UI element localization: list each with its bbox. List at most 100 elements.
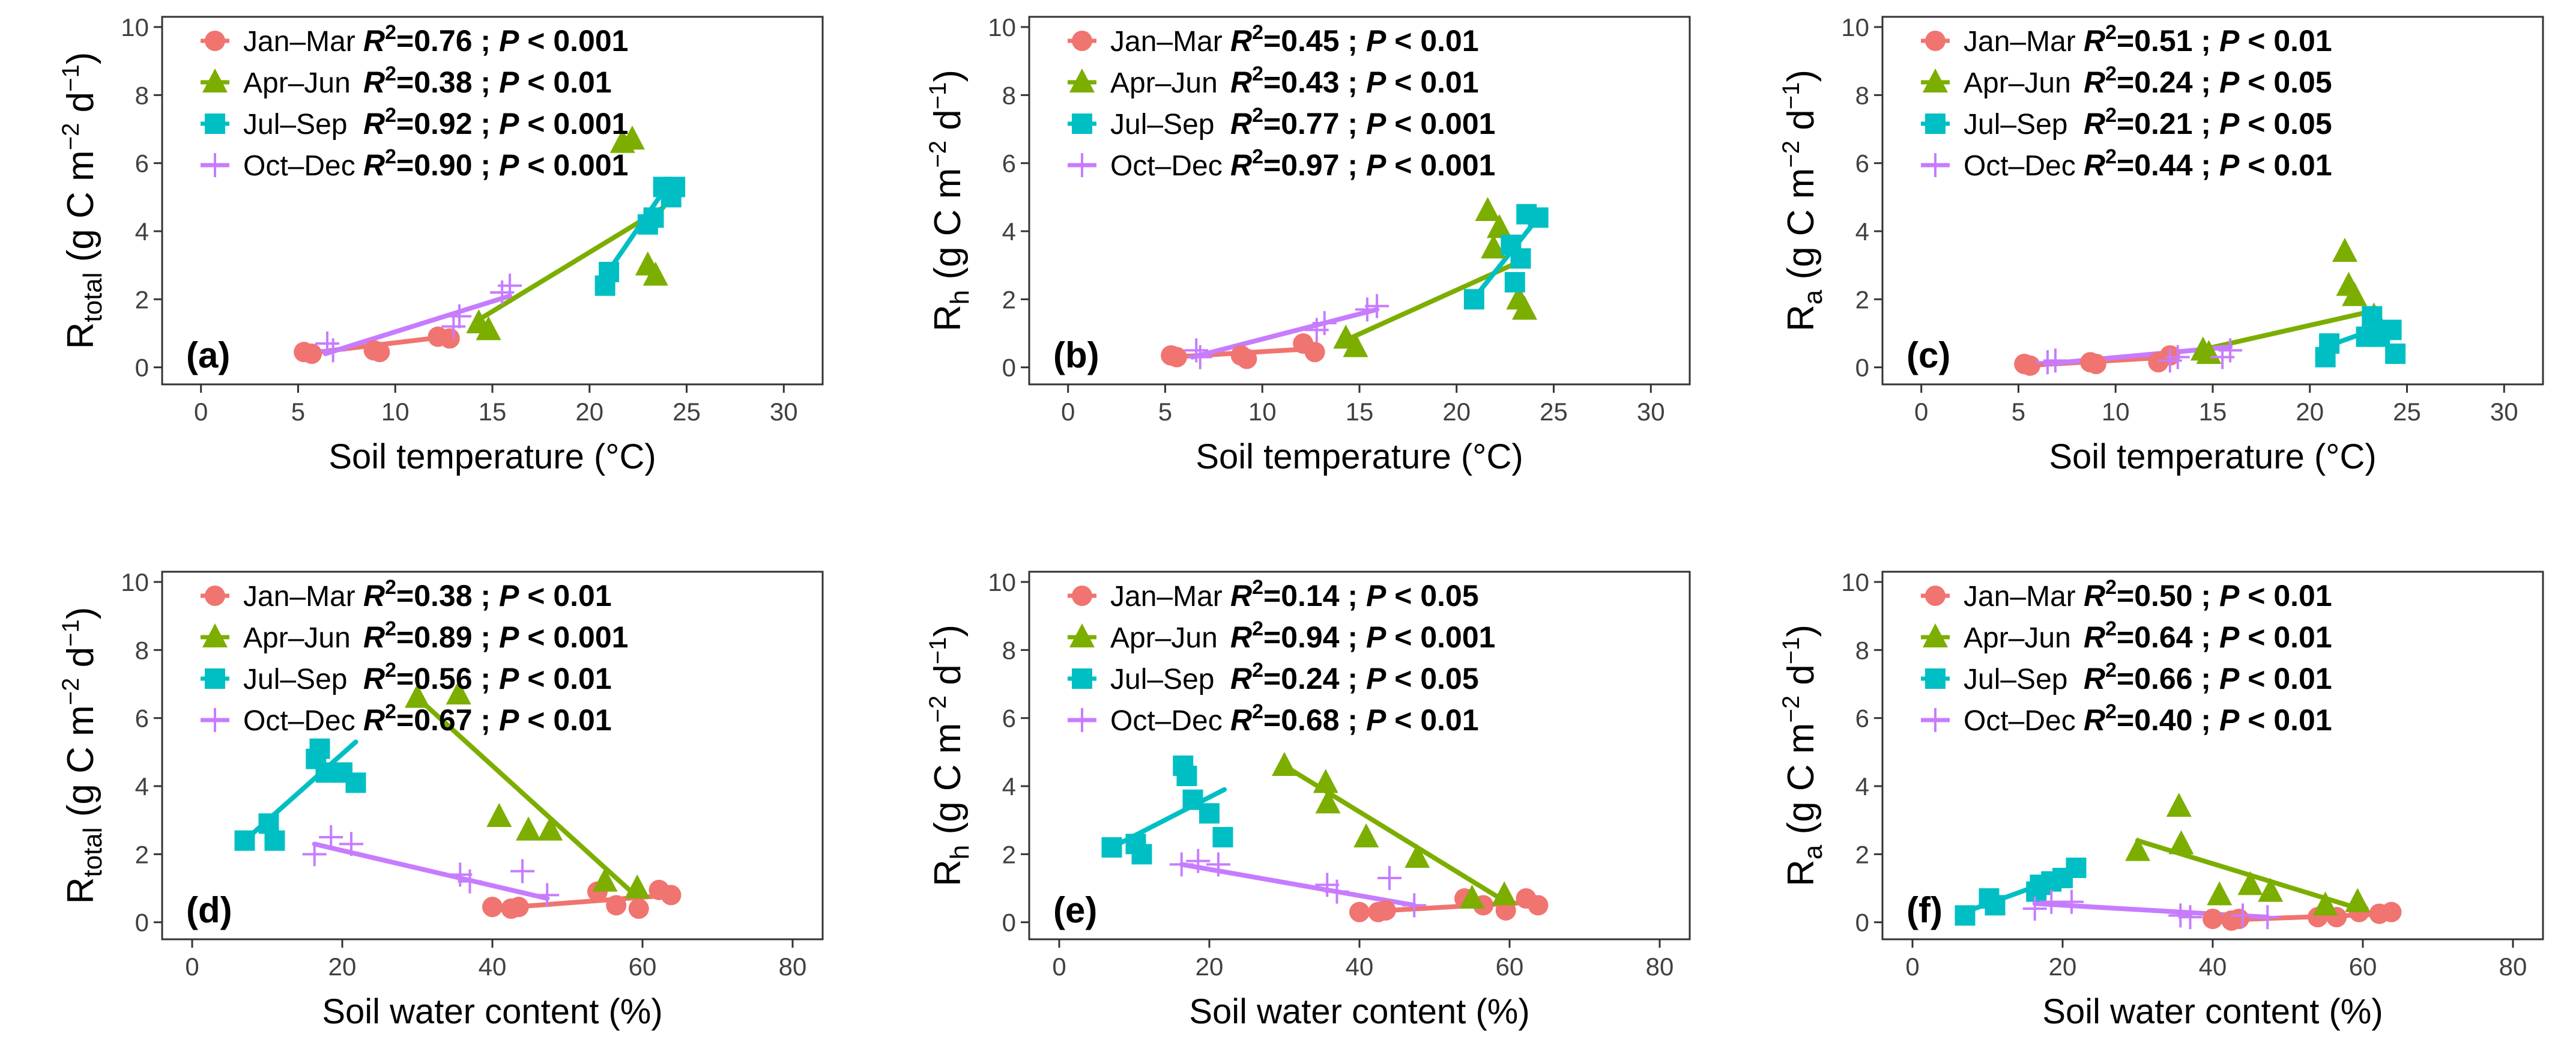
panel-b-ytick-label: 2 (1002, 285, 1016, 313)
panel-f-ytick-label: 4 (1855, 772, 1869, 801)
panel-b-stat-sup: 2 (1252, 145, 1263, 168)
panel-d-point-1 (592, 867, 618, 892)
panel-c-legend-key-marker (1925, 31, 1946, 51)
panel-e-legend-key-marker (1069, 623, 1095, 647)
panel-f-point-0 (2203, 909, 2223, 929)
panel-b-point-2 (1463, 289, 1484, 310)
panel-a-ytick-label: 4 (135, 217, 149, 246)
panel-b-stat-r2: =0.97 ; (1263, 148, 1366, 182)
panel-d-point-1 (516, 816, 541, 841)
panel-e-stat-r2: =0.94 ; (1263, 620, 1366, 654)
panel-e-legend-label: Oct–Dec (1110, 705, 1223, 737)
panel-f-ylabel-part: ) (1780, 625, 1822, 637)
panel-c-xlabel: Soil temperature (°C) (2049, 437, 2376, 476)
panel-e-point-3 (1169, 852, 1194, 877)
panel-f-legend-label: Apr–Jun (1964, 622, 2071, 654)
panel-c-point-2 (2385, 344, 2406, 364)
panel-c-stat-p: P (2219, 65, 2240, 99)
panel-d-point-0 (508, 897, 529, 918)
panel-a-stat: R2=0.38 ; P < 0.01 (363, 62, 612, 99)
panel-e-stat: R2=0.94 ; P < 0.001 (1230, 617, 1495, 654)
panel-e-ylabel-part: −2 (925, 695, 951, 723)
panel-a-fit-line-1 (476, 205, 666, 323)
panel-f-point-3 (2178, 905, 2203, 930)
panel-e-xlabel: Soil water content (%) (1189, 992, 1529, 1031)
panel-b-ylabel-part: R (927, 304, 969, 332)
panel-e-stat-r: R (1230, 662, 1252, 695)
panel-d-xtick-label: 20 (328, 952, 357, 981)
panel-c-ylabel-part: a (1798, 289, 1828, 304)
panel-a-stat-p: P (499, 65, 519, 99)
panel-a-legend-label: Apr–Jun (243, 67, 351, 99)
panel-e-legend-key-marker (1072, 586, 1092, 606)
panel-b-xtick-label: 25 (1540, 398, 1568, 426)
panel-d-stat-r2: =0.89 ; (396, 620, 499, 654)
panel-d-point-3 (458, 869, 482, 894)
panel-e-ylabel-part: R (927, 859, 969, 886)
panel-e-ylabel-part: h (945, 845, 975, 859)
panel-b-legend-label: Apr–Jun (1110, 67, 1218, 99)
panel-c-stat-pval: < 0.05 (2239, 65, 2332, 99)
panel-f-legend-label: Jul–Sep (1964, 664, 2067, 695)
panel-c-stat-pval: < 0.01 (2239, 24, 2332, 58)
panel-a-xtick-label: 30 (770, 398, 798, 426)
panel-d-stat-r2: =0.67 ; (396, 703, 499, 737)
panel-c-ytick-label: 8 (1855, 81, 1869, 109)
panel-d-legend-key-marker (205, 586, 225, 606)
panel-e-ytick-label: 2 (1002, 840, 1016, 868)
panel-c-ylabel-part: d (1780, 109, 1822, 141)
panel-f-stat: R2=0.40 ; P < 0.01 (2084, 700, 2332, 737)
panel-a-point-1 (642, 261, 668, 286)
panel-f-stat-p: P (2219, 579, 2240, 613)
panel-d-ytick-label: 6 (135, 704, 149, 733)
panel-f-stat-r: R (2084, 579, 2105, 613)
panel-d-xtick-label: 0 (185, 952, 199, 981)
panel-c-legend-key-marker (1923, 68, 1948, 92)
panel-f-ylabel-part: (g C m (1780, 723, 1822, 845)
panel-f-point-1 (2312, 891, 2338, 916)
panel-d-xtick-label: 60 (629, 952, 657, 981)
panel-b-xtick-label: 0 (1061, 398, 1075, 426)
panel-e-legend-key-marker (1070, 708, 1094, 732)
panel-d-ylabel-part: (g C m (60, 705, 101, 827)
panel-a-stat-r2: =0.38 ; (396, 65, 499, 99)
panel-a-point-2 (665, 177, 686, 198)
panel-a-ylabel-part: R (60, 323, 101, 350)
panel-b-xlabel: Soil temperature (°C) (1196, 437, 1523, 476)
panel-b-stat-pval: < 0.01 (1386, 65, 1478, 99)
panel-f-stat-r2: =0.50 ; (2117, 579, 2219, 613)
panel-e-point-3 (1315, 873, 1340, 897)
panel-f-ylabel-part: R (1780, 859, 1822, 886)
panel-d-fit-line-1 (415, 695, 641, 901)
panel-b-point-1 (1512, 295, 1537, 320)
panel-d-stat-r2: =0.56 ; (396, 662, 499, 695)
panel-c-xtick-label: 0 (1914, 398, 1928, 426)
panel-b-xtick-label: 20 (1442, 398, 1471, 426)
panel-f-xtick-label: 80 (2499, 952, 2527, 981)
panel-f-stat-sup: 2 (2105, 700, 2117, 723)
panel-f-stat-pval: < 0.01 (2239, 703, 2332, 737)
panel-d-point-1 (537, 816, 563, 841)
panel-c-point-2 (2319, 333, 2340, 354)
panel-b-stat-r2: =0.43 ; (1263, 65, 1366, 99)
panel-e-stat-r2: =0.24 ; (1263, 662, 1366, 695)
panel-c-stat-p: P (2219, 24, 2240, 58)
panel-f-ytick-label: 10 (1841, 568, 1869, 596)
panel-d-ytick-label: 8 (135, 636, 149, 664)
panel-d-legend-label: Jan–Mar (243, 581, 355, 613)
panel-c-ytick-label: 6 (1855, 150, 1869, 178)
panel-a-stat-sup: 2 (385, 21, 396, 44)
panel-d-legend-key-marker (202, 623, 228, 647)
panel-c-stat-r: R (2084, 24, 2105, 58)
panel-f-point-1 (2207, 881, 2233, 906)
panel-e-point-2 (1101, 837, 1122, 858)
panel-c-stat-r: R (2084, 65, 2105, 99)
panel-c-stat-r: R (2084, 107, 2105, 141)
panel-b-stat-r2: =0.77 ; (1263, 107, 1366, 141)
panel-d-legend-key-marker (203, 708, 227, 732)
panel-c-stat: R2=0.51 ; P < 0.01 (2084, 21, 2332, 58)
panel-a-xlabel: Soil temperature (°C) (328, 437, 656, 476)
panel-e-stat-r: R (1230, 620, 1252, 654)
panel-e-point-3 (1206, 852, 1230, 877)
panel-c-stat-pval: < 0.05 (2239, 107, 2332, 141)
